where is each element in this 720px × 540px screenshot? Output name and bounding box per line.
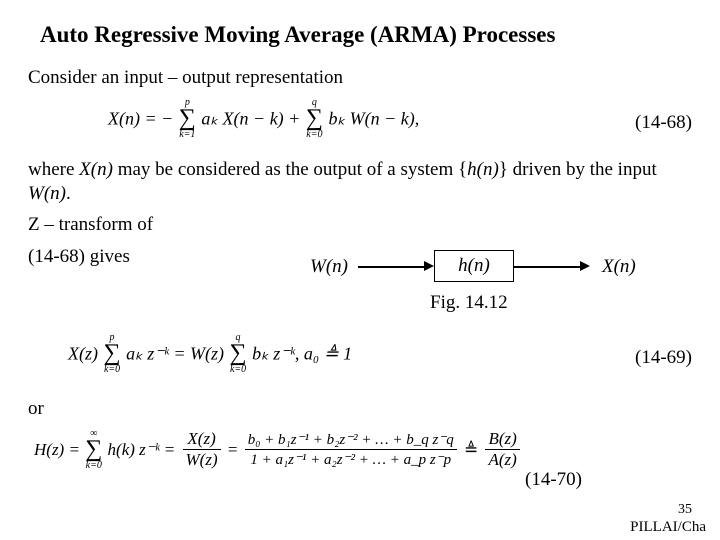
eq70-sum: ∞ ∑ k=0 (85, 429, 102, 471)
eq70-ba-num: B(z) (485, 429, 519, 450)
sigma-icon: ∑ (179, 107, 196, 130)
eq70-Hz: H(z) = (34, 439, 80, 458)
sigma-icon: ∑ (104, 342, 121, 365)
eq69-sum2: q ∑ k=0 (229, 333, 246, 375)
p2f: W(n) (28, 183, 66, 204)
p2c: may be considered as the output of a sys… (113, 159, 467, 180)
eq68-sum2: q ∑ k=0 (306, 98, 323, 140)
equation-14-70: H(z) = ∞ ∑ k=0 h(k) z⁻ᵏ = X(z) W(z) = b₀… (28, 429, 692, 489)
eq68-lhs: X(n) = − (108, 108, 173, 128)
eq68-mid1: aₖ X(n − k) + (201, 108, 300, 128)
arrow-out-head-icon (580, 261, 590, 271)
eq70-long-den: 1 + a₁z⁻¹ + a₂z⁻² + … + a_p z⁻p (245, 450, 457, 469)
eq69-sum1-bot: k=0 (104, 365, 121, 375)
eq69-number: (14-69) (635, 347, 692, 369)
eq69-sum1: p ∑ k=0 (104, 333, 121, 375)
eq70-xw-num: X(z) (183, 429, 221, 450)
eq70-triangle: ≜ (464, 439, 478, 458)
p2g: . (66, 183, 71, 204)
ztransform-text2: (14-68) gives (28, 245, 328, 269)
equation-14-69: X(z) p ∑ k=0 aₖ z⁻ᵏ = W(z) q ∑ k=0 bₖ z⁻… (28, 333, 692, 389)
p2e: } driven by the input (499, 159, 657, 180)
page-title: Auto Regressive Moving Average (ARMA) Pr… (40, 22, 692, 48)
system-box: h(n) (434, 250, 514, 282)
intro-text: Consider an input – output representatio… (28, 66, 692, 90)
eq68-sum2-bot: k=0 (306, 130, 323, 140)
eq68-number: (14-68) (635, 112, 692, 134)
figure-14-12: W(n) h(n) X(n) Fig. 14.12 (330, 250, 690, 322)
equation-14-68: X(n) = − p ∑ k=1 aₖ X(n − k) + q ∑ k=0 b… (28, 98, 692, 148)
eq70-eq1: = (228, 439, 238, 458)
eq69-sum2-bot: k=0 (229, 365, 246, 375)
sigma-icon: ∑ (229, 342, 246, 365)
eq69-mid1: aₖ z⁻ᵏ = W(z) (126, 343, 224, 363)
arrow-in-head-icon (424, 261, 434, 271)
sigma-icon: ∑ (306, 107, 323, 130)
eq69-lhs: X(z) (68, 343, 98, 363)
fig-output-label: X(n) (602, 256, 636, 278)
eq70-sum-bot: k=0 (85, 461, 102, 471)
figure-caption: Fig. 14.12 (430, 292, 508, 314)
p2b: X(n) (79, 159, 113, 180)
or-text: or (28, 397, 692, 421)
fig-input-label: W(n) (310, 256, 348, 278)
p2d: h(n) (467, 159, 499, 180)
system-paragraph: where X(n) may be considered as the outp… (28, 158, 692, 206)
page-number: 35 (678, 502, 692, 518)
eq70-xw-den: W(z) (183, 450, 221, 470)
eq70-ba-den: A(z) (485, 450, 519, 470)
eq69-mid2: bₖ z⁻ᵏ, a₀ ≜ 1 (252, 343, 352, 363)
arrow-in-shaft (358, 266, 424, 268)
eq70-number: (14-70) (525, 469, 582, 491)
eq70-summand: h(k) z⁻ᵏ = (108, 439, 176, 458)
sigma-icon: ∑ (85, 438, 102, 461)
ztransform-text1: Z – transform of (28, 213, 328, 237)
fig-system-label: h(n) (458, 255, 490, 276)
eq68-mid2: bₖ W(n − k), (328, 108, 419, 128)
eq68-sum1-bot: k=1 (179, 130, 196, 140)
eq70-frac-ba: B(z) A(z) (485, 429, 519, 470)
eq70-frac-long: b₀ + b₁z⁻¹ + b₂z⁻² + … + b_q z⁻q 1 + a₁z… (245, 430, 457, 469)
p2a: where (28, 159, 79, 180)
arrow-out-shaft (514, 266, 580, 268)
eq70-long-num: b₀ + b₁z⁻¹ + b₂z⁻² + … + b_q z⁻q (245, 430, 457, 450)
eq70-frac-xw: X(z) W(z) (183, 429, 221, 470)
footer-credit: PILLAI/Cha (630, 519, 706, 536)
eq68-sum1: p ∑ k=1 (179, 98, 196, 140)
